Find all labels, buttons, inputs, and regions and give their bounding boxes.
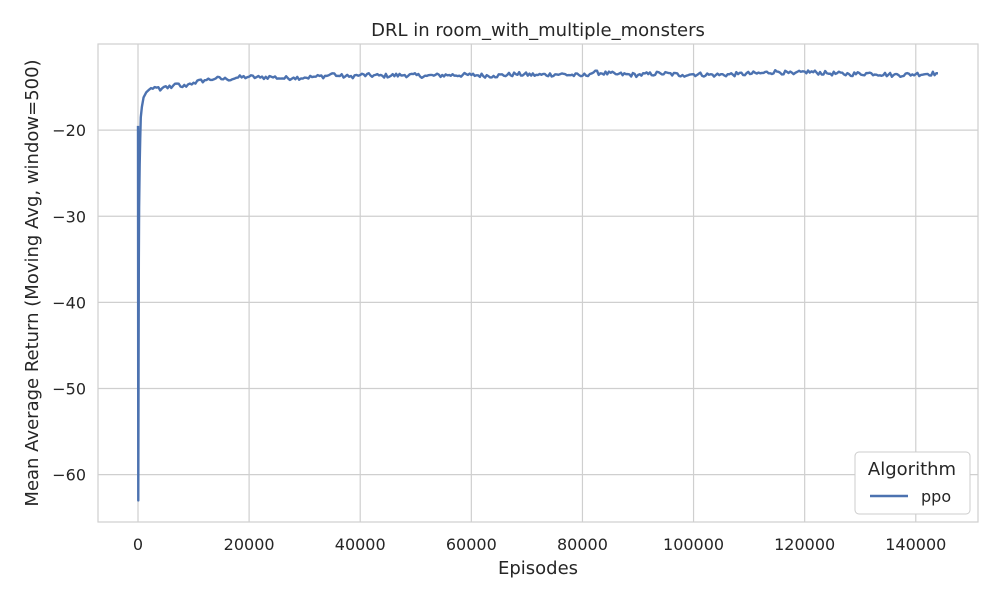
y-tick-label: −20 xyxy=(52,121,86,140)
legend-title: Algorithm xyxy=(868,459,956,480)
y-axis-label: Mean Average Return (Moving Avg, window=… xyxy=(22,59,43,506)
chart-title: DRL in room_with_multiple_monsters xyxy=(371,20,705,41)
legend-label-ppo: ppo xyxy=(921,487,951,506)
x-axis-label: Episodes xyxy=(498,558,578,579)
legend-box xyxy=(854,451,971,515)
y-tick-label: −60 xyxy=(52,466,86,485)
series-line-ppo xyxy=(136,69,939,502)
x-tick-label: 100000 xyxy=(663,535,724,554)
x-ticks: 0 20000 40000 60000 80000 100000 120000 140000 xyxy=(133,535,946,554)
legend: Algorithm ppo xyxy=(854,451,971,515)
x-tick-label: 20000 xyxy=(224,535,275,554)
x-tick-label: 120000 xyxy=(774,535,835,554)
x-tick-label: 80000 xyxy=(557,535,608,554)
x-tick-label: 0 xyxy=(133,535,143,554)
y-tick-label: −50 xyxy=(52,380,86,399)
y-tick-label: −40 xyxy=(52,293,86,312)
series-layer xyxy=(136,69,939,502)
x-tick-label: 60000 xyxy=(446,535,497,554)
x-tick-label: 40000 xyxy=(335,535,386,554)
y-tick-label: −30 xyxy=(52,207,86,226)
grid xyxy=(98,44,978,522)
y-ticks: −60 −50 −40 −30 −20 xyxy=(52,121,86,485)
plot-frame xyxy=(97,43,979,523)
x-tick-label: 140000 xyxy=(885,535,946,554)
